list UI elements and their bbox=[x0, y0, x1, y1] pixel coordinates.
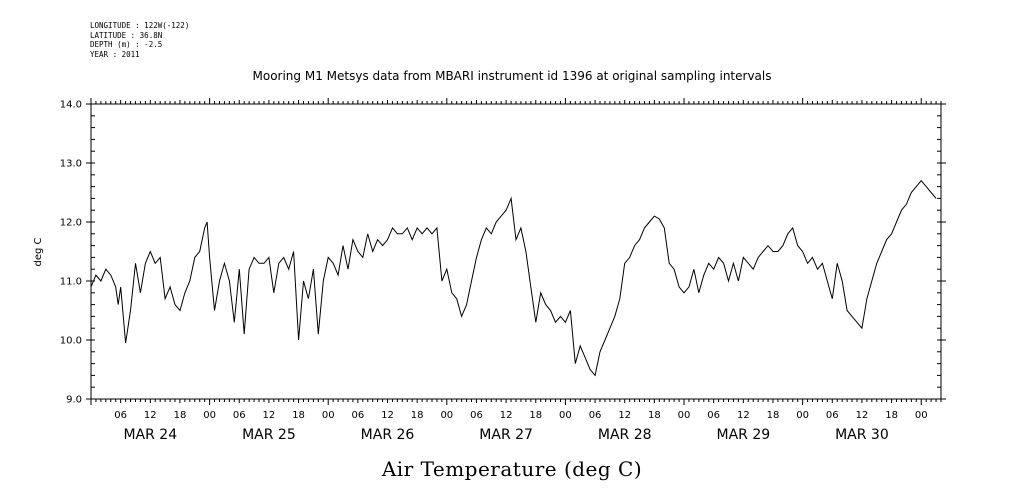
x-tick-label: 12 bbox=[737, 410, 750, 421]
y-axis-label: deg C bbox=[33, 237, 44, 266]
y-tick-label: 14.0 bbox=[60, 100, 82, 111]
depth-text: DEPTH (m) : -2.5 bbox=[90, 40, 163, 49]
x-tick-label: 18 bbox=[174, 410, 187, 421]
x-tick-label: 06 bbox=[114, 410, 127, 421]
y-tick-label: 11.0 bbox=[60, 277, 82, 288]
y-ticks: 9.0 10.0 11.0 12.0 13.0 14.0 bbox=[60, 100, 946, 406]
x-tick-label: 12 bbox=[618, 410, 631, 421]
x-tick-label: 18 bbox=[767, 410, 780, 421]
x-tick-label: 06 bbox=[826, 410, 839, 421]
y-tick-label: 10.0 bbox=[60, 336, 82, 347]
x-tick-label: 00 bbox=[322, 410, 335, 421]
date-label: MAR 27 bbox=[479, 427, 533, 443]
x-tick-label: 00 bbox=[203, 410, 216, 421]
x-tick-label: 18 bbox=[885, 410, 898, 421]
x-tick-label: 12 bbox=[381, 410, 394, 421]
plot-frame bbox=[90, 103, 942, 400]
y-tick-label: 9.0 bbox=[66, 395, 82, 406]
x-tick-label: 18 bbox=[292, 410, 305, 421]
x-tick-label: 12 bbox=[144, 410, 157, 421]
metadata-block: LONGITUDE : 122W(-122) LATITUDE : 36.8N … bbox=[90, 21, 189, 59]
date-label: MAR 28 bbox=[598, 427, 652, 443]
x-tick-label: 06 bbox=[589, 410, 602, 421]
x-tick-label: 06 bbox=[470, 410, 483, 421]
x-ticks: 06 12 18 00 06 12 18 00 06 12 18 00 06 12 18 00 06 12 18 00… bbox=[90, 98, 942, 443]
x-tick-label: 00 bbox=[796, 410, 809, 421]
x-tick-label: 00 bbox=[678, 410, 691, 421]
x-tick-label: 06 bbox=[351, 410, 364, 421]
date-label: MAR 24 bbox=[123, 427, 177, 443]
x-tick-label: 12 bbox=[263, 410, 276, 421]
x-tick-label: 00 bbox=[915, 410, 928, 421]
latitude-text: LATITUDE : 36.8N bbox=[90, 30, 163, 40]
series-line bbox=[90, 179, 937, 377]
y-tick-label: 12.0 bbox=[60, 218, 82, 229]
date-label: MAR 30 bbox=[835, 427, 889, 443]
x-tick-label: 18 bbox=[411, 410, 424, 421]
x-tick-label: 06 bbox=[707, 410, 720, 421]
x-tick-label: 06 bbox=[233, 410, 246, 421]
x-tick-label: 12 bbox=[856, 410, 869, 421]
date-label: MAR 29 bbox=[716, 427, 770, 443]
chart-title: Mooring M1 Metsys data from MBARI instru… bbox=[253, 69, 772, 83]
x-tick-label: 00 bbox=[559, 410, 572, 421]
x-tick-label: 18 bbox=[648, 410, 661, 421]
longitude-text: LONGITUDE : 122W(-122) bbox=[90, 21, 190, 30]
y-tick-label: 13.0 bbox=[60, 159, 82, 170]
x-tick-label: 18 bbox=[529, 410, 542, 421]
date-label: MAR 26 bbox=[361, 427, 415, 443]
x-tick-label: 12 bbox=[500, 410, 513, 421]
x-axis-label: Air Temperature (deg C) bbox=[381, 457, 642, 481]
date-label: MAR 25 bbox=[242, 427, 296, 443]
year-text: YEAR : 2011 bbox=[90, 49, 140, 59]
x-tick-label: 00 bbox=[440, 410, 453, 421]
